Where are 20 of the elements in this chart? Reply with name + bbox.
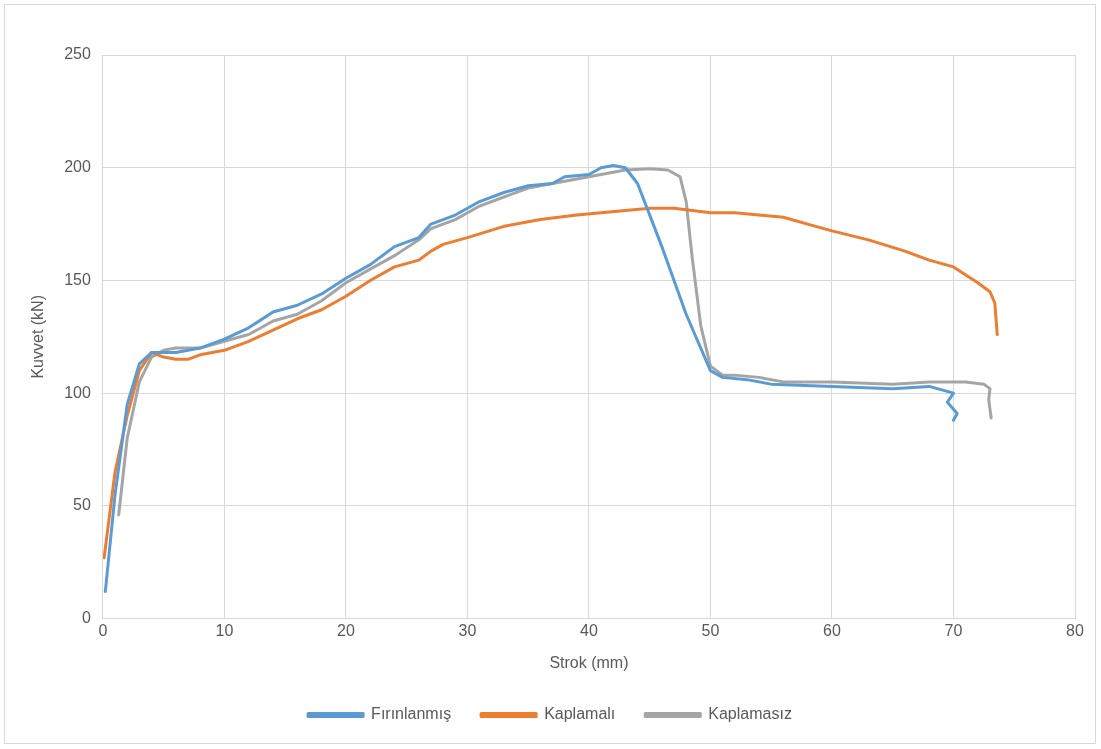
legend-label: Fırınlanmış — [371, 705, 452, 723]
x-tick-label: 60 — [823, 621, 841, 639]
y-tick-label: 50 — [73, 496, 91, 514]
y-tick-label: 150 — [64, 270, 91, 288]
x-tick-label: 80 — [1066, 621, 1084, 639]
x-tick-label: 10 — [215, 621, 234, 639]
y-tick-label: 250 — [64, 45, 91, 63]
y-tick-label: 0 — [81, 609, 91, 627]
x-tick-label: 50 — [701, 621, 720, 639]
x-tick-label: 70 — [944, 621, 963, 639]
legend-label: Kaplamalı — [544, 705, 616, 723]
x-axis-title: Strok (mm) — [549, 653, 629, 671]
x-tick-label: 40 — [580, 621, 598, 639]
y-tick-label: 100 — [64, 383, 91, 401]
y-tick-label: 200 — [64, 158, 91, 176]
x-tick-label: 0 — [98, 621, 108, 639]
x-tick-label: 30 — [458, 621, 477, 639]
x-tick-label: 20 — [337, 621, 355, 639]
legend-label: Kaplamasız — [708, 705, 792, 723]
y-axis-title: Kuvvet (kN) — [29, 295, 47, 379]
